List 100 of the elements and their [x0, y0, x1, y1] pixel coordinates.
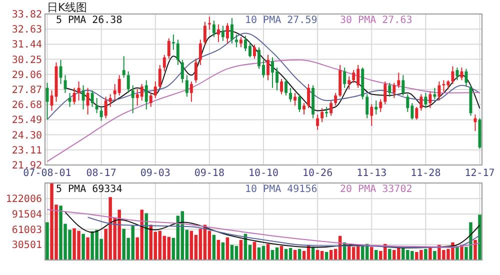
line-series — [46, 32, 480, 120]
candlestick — [208, 16, 211, 30]
bar — [456, 246, 459, 260]
x-tick-label: 09-18 — [194, 168, 224, 179]
y-tick-label: 25.49 — [12, 115, 42, 126]
bar — [190, 230, 194, 260]
series-label: 5 PMA 69334 — [56, 184, 122, 195]
x-tick-label: 12-17 — [464, 168, 495, 179]
candlestick — [172, 34, 175, 50]
y-tick-label: 30501 — [12, 240, 42, 252]
candlestick — [154, 81, 157, 98]
text: 20 PMA 33702 — [340, 184, 412, 195]
bar — [212, 234, 216, 260]
candlestick — [402, 74, 405, 96]
bar — [86, 237, 90, 260]
candlestick — [239, 36, 242, 48]
candlestick — [100, 106, 103, 122]
bar — [424, 248, 428, 260]
y-tick-label: 33.82 — [12, 10, 42, 20]
candlestick — [289, 87, 292, 102]
candlestick — [464, 68, 468, 88]
candlestick — [379, 98, 382, 112]
x-tick-label: 07-08-01 — [23, 168, 72, 179]
candlestick — [180, 59, 184, 84]
candlestick — [190, 81, 193, 102]
line-series — [87, 216, 480, 248]
y-tick-label: 32.63 — [12, 24, 42, 36]
y-tick-label: 91504 — [12, 209, 42, 220]
candlestick — [352, 70, 356, 84]
candlestick — [90, 90, 94, 108]
x-tick-label: 11-28 — [410, 168, 441, 179]
candlestick — [221, 25, 224, 42]
candlestick — [140, 84, 144, 102]
candlestick — [212, 20, 216, 38]
text: 10 PMA 49156 — [245, 184, 318, 195]
candlestick — [320, 108, 324, 123]
candlestick — [307, 84, 310, 109]
y-tick-label: 26.68 — [12, 100, 42, 112]
candlestick — [397, 72, 400, 88]
bar — [239, 240, 243, 260]
candlestick — [456, 67, 459, 81]
candlestick — [428, 91, 432, 109]
candlestick — [158, 64, 162, 88]
bar — [374, 250, 378, 260]
candlestick — [294, 92, 297, 106]
y-tick-label: 31.44 — [12, 40, 42, 51]
candlestick — [122, 56, 126, 78]
candlestick — [420, 94, 423, 112]
candlestick — [302, 102, 306, 115]
candlestick — [194, 58, 198, 84]
candlestick — [95, 98, 98, 114]
series-label: 10 PMA 27.59 — [245, 15, 318, 26]
candlestick — [126, 70, 130, 94]
candlestick — [424, 92, 428, 109]
candlestick — [118, 74, 121, 96]
candlestick — [144, 80, 148, 110]
candlestick — [316, 114, 320, 130]
bar — [158, 230, 162, 260]
candlestick — [415, 106, 418, 120]
candlestick — [234, 34, 238, 48]
bar — [216, 240, 220, 260]
candlestick — [392, 82, 396, 98]
x-tick-label: 09-03 — [140, 168, 170, 179]
candlestick — [384, 81, 387, 105]
candlestick — [343, 67, 346, 88]
bar — [478, 214, 482, 260]
candlestick — [460, 67, 464, 81]
x-tick-label: 11-13 — [356, 168, 387, 179]
bar — [46, 222, 49, 260]
bar — [388, 248, 392, 260]
line-series — [46, 59, 480, 162]
candlestick — [374, 100, 378, 115]
candlestick — [348, 76, 351, 90]
candlestick — [442, 80, 446, 92]
text: 5 PMA 26.38 — [56, 15, 122, 26]
bar — [167, 236, 171, 260]
y-tick-label: 61003 — [12, 224, 42, 236]
candlestick — [438, 81, 441, 102]
y-tick-label: 24.30 — [12, 130, 42, 142]
candlestick — [64, 74, 67, 94]
x-tick-label: 10-10 — [248, 168, 279, 179]
y-tick-label: 27.87 — [12, 85, 42, 96]
y-tick-label: 122006 — [6, 194, 42, 206]
bar — [474, 240, 477, 260]
candlestick — [230, 18, 234, 44]
bar — [198, 228, 202, 260]
candlestick — [284, 78, 288, 96]
y-tick-label: 29.06 — [12, 70, 42, 81]
bar — [433, 250, 436, 260]
candlestick — [82, 84, 85, 110]
candlestick — [266, 54, 270, 81]
candlestick — [216, 24, 220, 43]
bar — [226, 237, 230, 260]
candlestick — [388, 82, 392, 98]
candlestick — [149, 92, 152, 108]
y-tick-label: 23.11 — [12, 145, 42, 156]
candlestick — [86, 87, 90, 115]
candlestick — [131, 84, 134, 114]
candlestick — [185, 74, 188, 98]
candlestick — [68, 92, 72, 108]
